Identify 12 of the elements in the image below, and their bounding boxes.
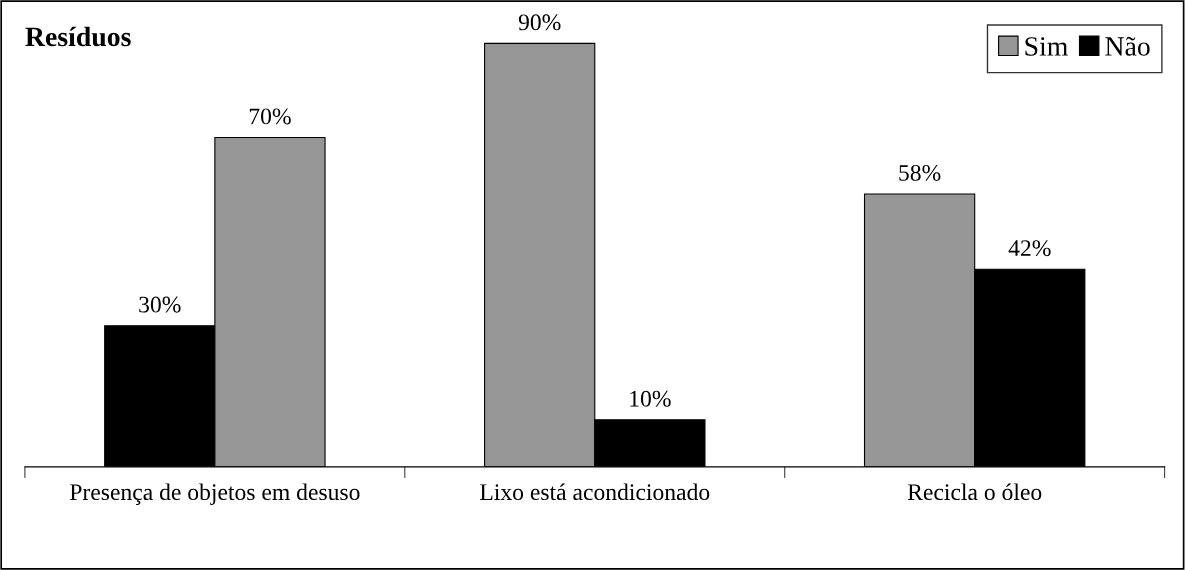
x-tick-label: Presença de objetos em desuso (69, 483, 360, 505)
legend-label: Sim (1025, 37, 1068, 56)
x-tick-label: Lixo está acondicionado (480, 483, 710, 501)
data-label: 58% (899, 164, 941, 181)
chart-title: Resíduos (25, 26, 131, 47)
data-label: 10% (630, 390, 671, 407)
data-label: 42% (1008, 240, 1051, 257)
data-label: 30% (139, 296, 181, 313)
x-tick-label: Recicla o óleo (907, 483, 1042, 501)
data-label: 90% (518, 14, 561, 31)
legend-label: Não (1105, 36, 1150, 56)
data-label: 70% (249, 108, 291, 125)
